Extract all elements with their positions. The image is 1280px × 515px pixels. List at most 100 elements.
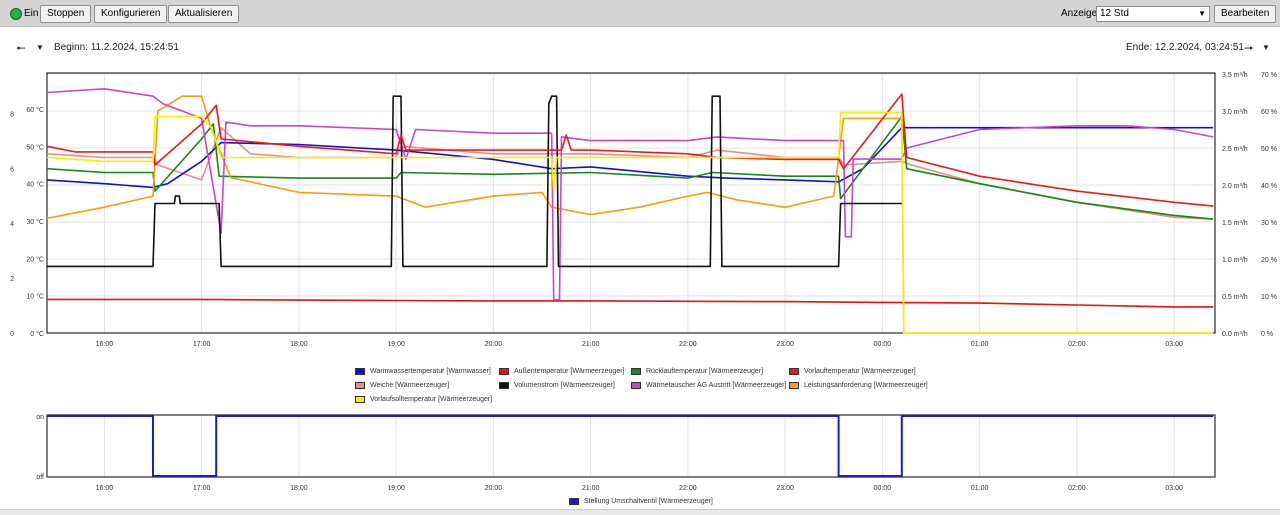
legend-swatch [355,368,365,375]
series-line-volumen [47,95,902,268]
x-tick-label: 03:00 [1165,485,1183,492]
legend-item-warmwasser[interactable]: Warmwassertemperatur [Warmwasser] [355,368,491,375]
bottom-scrollbar[interactable] [0,509,1280,515]
x-tick-label: 23:00 [776,341,794,348]
arrow-right-icon[interactable]: 🠖 [1244,43,1254,55]
x-tick-label: 22:00 [679,341,697,348]
x-tick-label: 00:00 [874,341,892,348]
legend-item-ruecklauf[interactable]: Rücklauftemperatur [Wärmeerzeuger] [631,368,763,375]
series-line-vorlaufsoll [46,111,1214,334]
x-tick-label: 17:00 [193,341,211,348]
y-left-scale-tick-label: 0 [10,331,14,338]
x-tick-label: 23:00 [776,485,794,492]
y-right-percent-tick-label: 60 % [1261,109,1277,116]
x-tick-label: 00:00 [874,485,892,492]
y-right-flow-tick-label: 3.0 m³/h [1222,109,1248,116]
y-left-temp-tick-label: 30 °C [26,218,44,226]
legend-label: Volumenstrom [Wärmeerzeuger] [514,382,615,389]
main-plot-frame [46,72,1216,334]
y-left-temp-tick-label: 60 °C [26,106,44,114]
series-line-ruecklauf [46,115,1214,220]
legend-item-leistung[interactable]: Leistungsanforderung [Wärmeerzeuger] [789,382,928,389]
legend-item-aussen[interactable]: Außentemperatur [Wärmeerzeuger] [499,368,625,375]
x-tick-label: 19:00 [387,485,405,492]
main-chart-axes: 16:00 17:00 18:00 19:00 20:00 21:00 22:00 23:00… [10,72,1277,348]
x-tick-label: 16:00 [96,341,114,348]
end-label: Ende: 12.2.2024, 03:24:51 [1126,42,1244,53]
y-left-scale-tick-label: 8 [10,111,14,118]
valve-chart-axes: 16:00 17:00 18:00 19:00 20:00 21:00 22:00 23:00… [36,414,1183,492]
legend-item-vorlauf[interactable]: Vorlauftemperatur [Wärmeerzeuger] [789,368,916,375]
x-tick-label: 19:00 [387,341,405,348]
series-line-leistung [46,95,1214,334]
series-line-umschaltventil [47,415,1214,477]
configure-button[interactable]: Konfigurieren [94,5,168,23]
y-tick-label-off: off [36,474,44,481]
x-tick-label: 20:00 [485,485,503,492]
x-tick-label: 01:00 [971,485,989,492]
legend-label: Außentemperatur [Wärmeerzeuger] [514,368,625,375]
arrow-left-icon[interactable]: 🠔 [16,43,26,55]
legend-swatch [355,382,365,389]
legend-label: Wärmetauscher AG Austritt [Wärmeerzeuger… [646,382,787,389]
main-chart-series [46,88,1214,334]
legend-swatch [631,382,641,389]
legend-item-waermetauscher[interactable]: Wärmetauscher AG Austritt [Wärmeerzeuger… [631,382,786,389]
x-tick-label: 21:00 [582,341,600,348]
y-right-percent-tick-label: 40 % [1261,183,1277,190]
y-right-flow-tick-label: 1.0 m³/h [1222,257,1248,264]
x-tick-label: 02:00 [1068,341,1086,348]
legend-swatch [789,382,799,389]
legend-swatch [631,368,641,375]
edit-button[interactable]: Bearbeiten [1214,5,1277,23]
series-line-weiche [46,126,1214,220]
chevron-down-icon[interactable]: ▼ [36,43,44,52]
y-left-temp-tick-label: 0 °C [30,330,44,338]
y-right-flow-tick-label: 2.0 m³/h [1222,183,1248,190]
stop-button[interactable]: Stoppen [40,5,92,23]
legend-swatch [789,368,799,375]
chevron-down-icon[interactable]: ▼ [1262,43,1270,52]
legend-swatch [499,368,509,375]
legend-item-weiche[interactable]: Weiche [Wärmeerzeuger] [355,382,449,389]
valve-plot-frame [46,414,1216,478]
legend-label: Warmwassertemperatur [Warmwasser] [370,368,491,375]
legend-label: Rücklauftemperatur [Wärmeerzeuger] [646,368,764,375]
x-tick-label: 01:00 [971,341,989,348]
x-tick-label: 02:00 [1068,485,1086,492]
legend-item-umschaltventil[interactable]: Stellung Umschaltventil [Wärmeerzeuger] [569,498,713,505]
y-left-temp-tick-label: 40 °C [26,181,44,189]
legend-item-volumen[interactable]: Volumenstrom [Wärmeerzeuger] [499,382,615,389]
chevron-down-icon: ▼ [1198,9,1206,18]
display-range-select[interactable]: 12 Std ▼ [1096,6,1210,22]
series-line-vorlauf [46,93,1214,207]
status-label: Ein [24,8,39,19]
legend-label: Weiche [Wärmeerzeuger] [370,382,450,389]
legend-label: Leistungsanforderung [Wärmeerzeuger] [804,382,928,389]
display-range-value: 12 Std [1100,8,1129,19]
main-chart: 16:00 17:00 18:00 19:00 20:00 21:00 22:00 23:00… [10,72,1277,348]
toolbar: Ein Stoppen Konfigurieren Aktualisieren … [0,0,1280,27]
refresh-button[interactable]: Aktualisieren [168,5,240,23]
legend-label: Stellung Umschaltventil [Wärmeerzeuger] [584,498,713,505]
series-line-warmwasser [46,126,1214,189]
y-right-percent-tick-label: 10 % [1261,294,1277,301]
legend-label: Vorlaufsolltemperatur [Wärmeerzeuger] [370,396,493,403]
x-tick-label: 20:00 [485,341,503,348]
y-left-temp-tick-label: 50 °C [26,143,44,151]
y-left-scale-tick-label: 4 [10,221,14,228]
x-tick-label: 18:00 [290,485,308,492]
x-tick-label: 21:00 [582,485,600,492]
x-tick-label: 17:00 [193,485,211,492]
y-right-flow-tick-label: 2.5 m³/h [1222,146,1248,153]
y-right-flow-tick-label: 3.5 m³/h [1222,72,1248,79]
y-right-flow-tick-label: 0.5 m³/h [1222,294,1248,301]
x-tick-label: 22:00 [679,485,697,492]
x-tick-label: 16:00 [96,485,114,492]
y-right-percent-tick-label: 70 % [1261,72,1277,79]
series-line-aussen [47,298,1214,308]
valve-chart: 16:00 17:00 18:00 19:00 20:00 21:00 22:00 23:00… [36,414,1216,492]
x-tick-label: 18:00 [290,341,308,348]
legend-item-vorlaufsoll[interactable]: Vorlaufsolltemperatur [Wärmeerzeuger] [355,396,492,403]
legend-swatch [569,498,579,505]
